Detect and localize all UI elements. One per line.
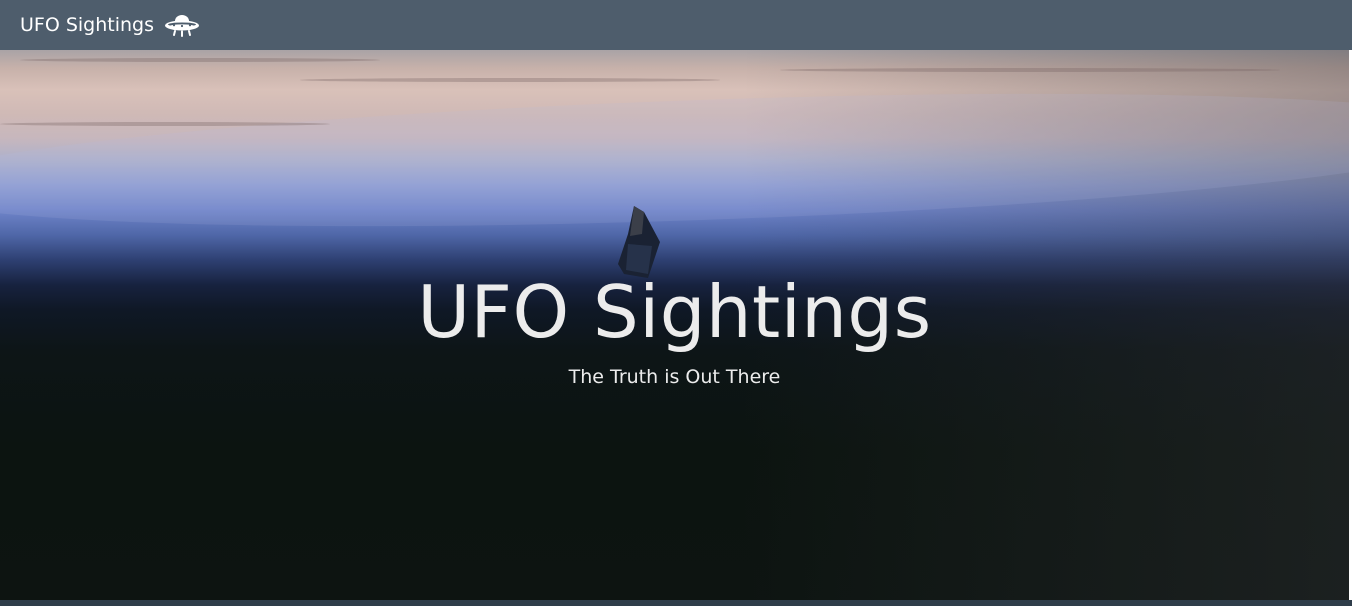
cloud-streak	[20, 58, 380, 62]
hero-title: UFO Sightings	[417, 270, 932, 354]
hero-banner: UFO Sightings The Truth is Out There	[0, 50, 1349, 600]
navbar: UFO Sightings	[0, 0, 1352, 50]
earth-horizon	[0, 72, 1349, 248]
brand-link[interactable]: UFO Sightings	[20, 12, 200, 38]
hero-subtitle: The Truth is Out There	[568, 366, 781, 388]
footer-bar	[0, 600, 1352, 606]
ufo-icon	[164, 12, 200, 38]
page-edge	[1349, 50, 1352, 600]
cloud-streak	[0, 122, 330, 126]
brand-label: UFO Sightings	[20, 14, 155, 36]
cloud-streak	[300, 78, 720, 82]
cloud-streak	[780, 68, 1280, 72]
unidentified-object	[618, 206, 660, 278]
